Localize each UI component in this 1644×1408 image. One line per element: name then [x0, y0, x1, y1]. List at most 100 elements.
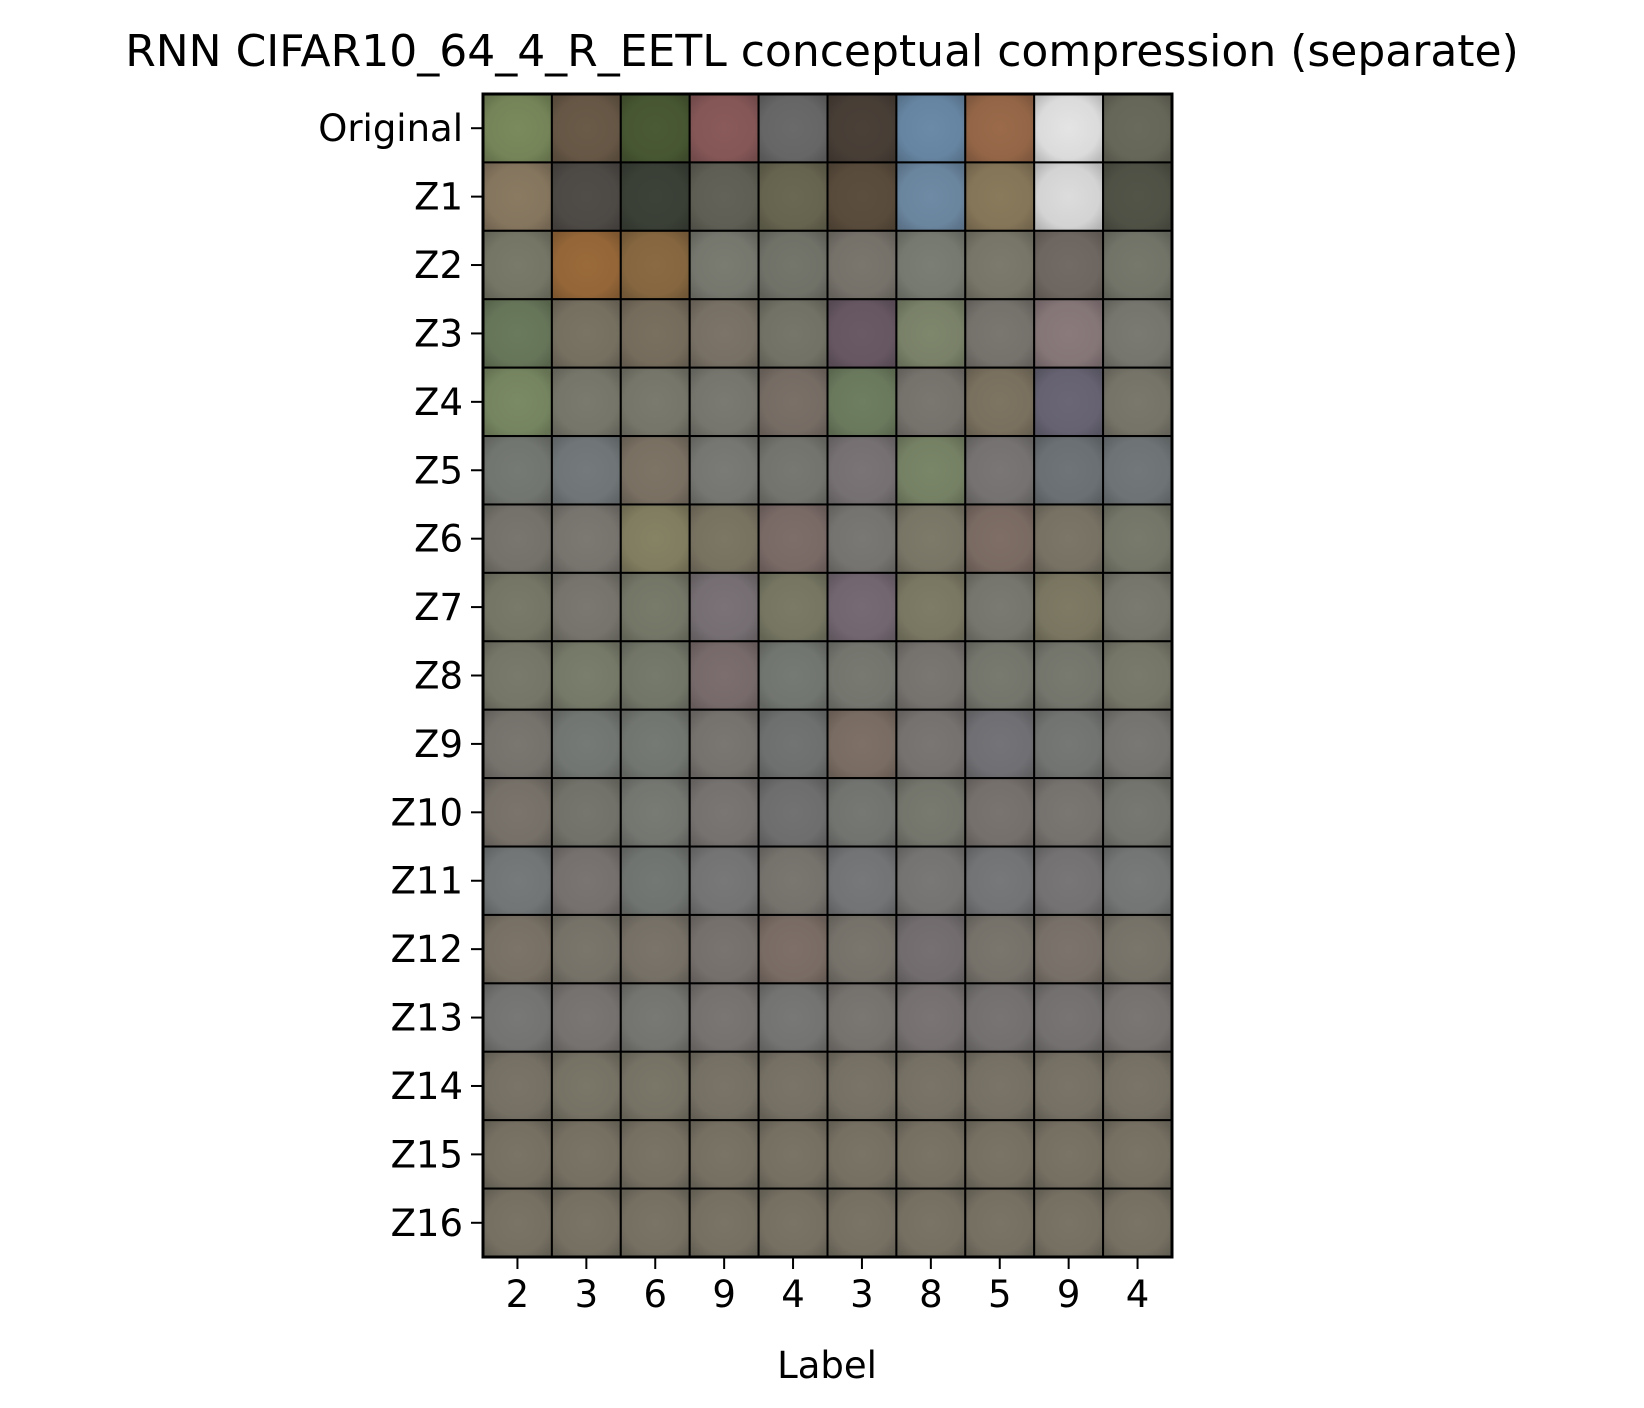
image-cell-shading	[1104, 710, 1171, 778]
image-cell-shading	[759, 710, 827, 778]
image-cell-shading	[897, 642, 965, 709]
row-tick-label: Z14	[391, 1065, 463, 1108]
image-cell-shading	[1035, 95, 1103, 162]
image-cell-shading	[1104, 779, 1171, 846]
image-cell-shading	[552, 1052, 620, 1120]
image-cell-shading	[1035, 1052, 1103, 1120]
image-cell-shading	[690, 163, 758, 230]
image-cell-shading	[484, 915, 551, 983]
image-cell-shading	[621, 505, 689, 572]
image-cell-shading	[759, 915, 827, 983]
image-cell-shading	[690, 1189, 758, 1256]
image-cell-shading	[1035, 710, 1103, 778]
image-cell-shading	[484, 163, 551, 230]
image-cell-shading	[484, 779, 551, 846]
image-cell-shading	[897, 984, 965, 1051]
row-tick-label: Z15	[391, 1133, 463, 1176]
image-cell-shading	[621, 573, 689, 641]
row-tick-label: Z11	[391, 860, 463, 903]
image-cell-shading	[828, 368, 896, 436]
image-cell-shading	[828, 915, 896, 983]
image-cell-shading	[621, 847, 689, 914]
image-cell-shading	[897, 915, 965, 983]
image-cell-shading	[828, 1052, 896, 1120]
image-cell-shading	[484, 710, 551, 778]
image-cell-shading	[1035, 505, 1103, 572]
image-cell-shading	[966, 300, 1034, 367]
image-cell-shading	[1035, 1121, 1103, 1188]
image-cell-shading	[828, 231, 896, 299]
image-cell-shading	[759, 1121, 827, 1188]
image-cell-shading	[759, 847, 827, 914]
image-cell-shading	[897, 300, 965, 367]
image-cell-shading	[897, 368, 965, 436]
image-cell-shading	[1035, 231, 1103, 299]
image-cell-shading	[690, 573, 758, 641]
row-tick-label: Z5	[414, 449, 463, 492]
image-cell-shading	[690, 231, 758, 299]
image-cell-shading	[966, 984, 1034, 1051]
column-tick-label: 4	[1126, 1273, 1150, 1316]
image-cell-shading	[966, 1052, 1034, 1120]
image-cell-shading	[759, 231, 827, 299]
image-cell-shading	[552, 779, 620, 846]
row-tick-label: Z6	[414, 518, 463, 561]
image-cell-shading	[759, 1052, 827, 1120]
image-cell-shading	[897, 163, 965, 230]
image-cell-shading	[1104, 984, 1171, 1051]
image-cell-shading	[621, 915, 689, 983]
image-cell-shading	[552, 368, 620, 436]
column-tick-label: 3	[575, 1273, 599, 1316]
image-cell-shading	[759, 1189, 827, 1256]
image-cell-shading	[828, 573, 896, 641]
image-cell-shading	[1104, 437, 1171, 504]
image-cell-shading	[897, 505, 965, 572]
image-cell-shading	[484, 368, 551, 436]
image-cell-shading	[897, 779, 965, 846]
image-cell-shading	[621, 95, 689, 162]
image-cell-shading	[828, 1121, 896, 1188]
image-cell-shading	[966, 1189, 1034, 1256]
image-cell-shading	[1104, 231, 1171, 299]
image-cell-shading	[552, 573, 620, 641]
image-cell-shading	[621, 163, 689, 230]
column-tick-label: 9	[1057, 1273, 1081, 1316]
image-cell-shading	[966, 368, 1034, 436]
image-cell-shading	[828, 163, 896, 230]
column-ticks: 2 3 6 9 4 3 8 5 9 4	[506, 1257, 1150, 1316]
image-cell-shading	[621, 1189, 689, 1256]
image-cell-shading	[621, 300, 689, 367]
image-cell-shading	[552, 505, 620, 572]
image-cell-shading	[897, 437, 965, 504]
chart-title: RNN CIFAR10_64_4_R_EETL conceptual compr…	[125, 26, 1519, 77]
image-cell-shading	[1035, 915, 1103, 983]
image-cell-shading	[897, 1052, 965, 1120]
row-tick-label: Z9	[414, 723, 463, 766]
image-cell-shading	[1104, 1189, 1171, 1256]
image-cell-shading	[621, 779, 689, 846]
image-cell-shading	[897, 573, 965, 641]
image-cell-shading	[690, 779, 758, 846]
image-cell-shading	[484, 642, 551, 709]
image-cell-shading	[897, 1189, 965, 1256]
image-cell-shading	[484, 847, 551, 914]
image-cell-shading	[1035, 984, 1103, 1051]
image-cell-shading	[552, 300, 620, 367]
image-cell-shading	[484, 95, 551, 162]
row-tick-label: Z2	[414, 244, 463, 287]
image-cell-shading	[759, 642, 827, 709]
image-cell-shading	[897, 231, 965, 299]
image-cell-shading	[1035, 163, 1103, 230]
image-cell-shading	[759, 779, 827, 846]
image-cell-shading	[1104, 847, 1171, 914]
image-cell-shading	[897, 95, 965, 162]
image-cell-shading	[690, 847, 758, 914]
image-cell-shading	[1035, 300, 1103, 367]
row-tick-label: Z7	[414, 586, 463, 629]
image-cell-shading	[690, 368, 758, 436]
image-cell-shading	[966, 710, 1034, 778]
image-cell-shading	[966, 163, 1034, 230]
row-tick-label: Z12	[391, 928, 463, 971]
x-axis-label: Label	[777, 1344, 877, 1387]
image-cell-shading	[484, 573, 551, 641]
